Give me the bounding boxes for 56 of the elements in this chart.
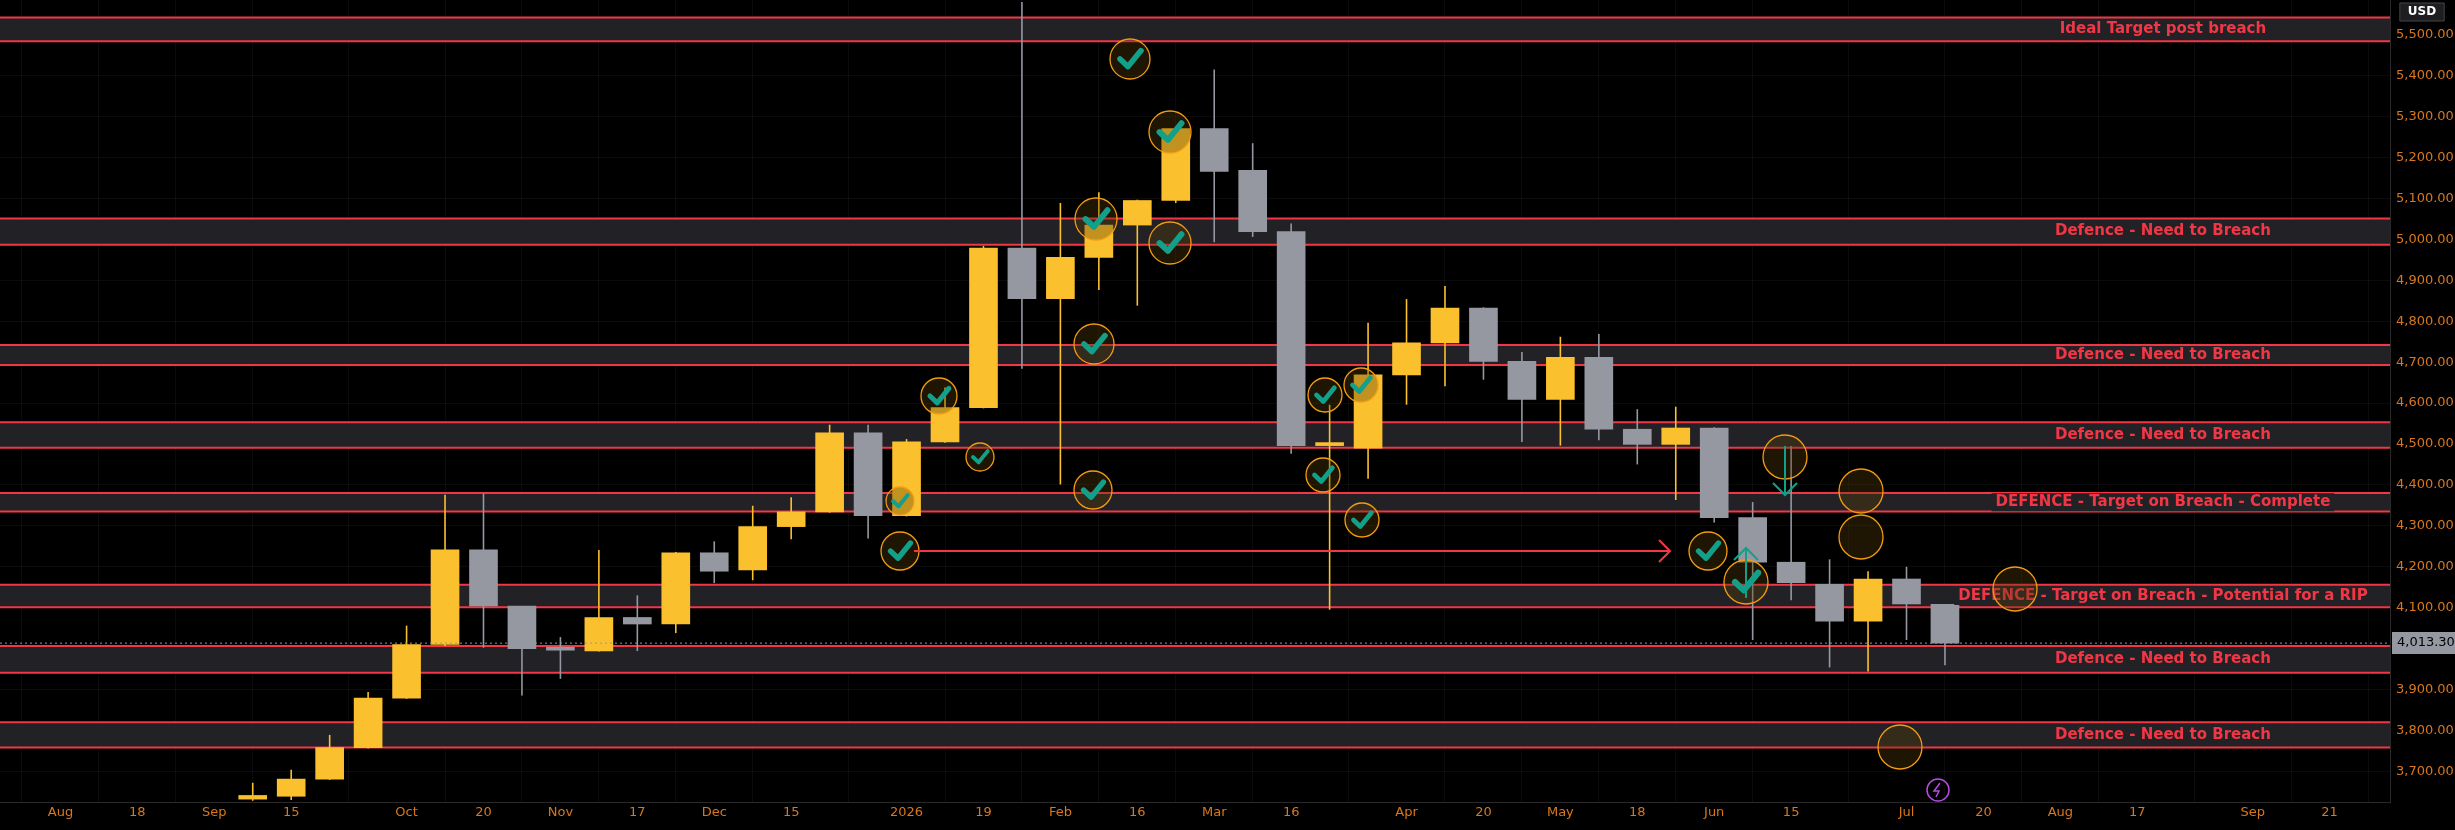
y-tick-label: 5,000.00 [2396, 230, 2454, 246]
x-tick-label: 20 [1475, 804, 1492, 820]
y-axis-title: USD [2407, 4, 2437, 19]
band-label: Ideal Target post breach [2059, 19, 2267, 38]
x-tick-label: Nov [547, 804, 574, 820]
x-tick-label: 15 [282, 804, 300, 820]
y-tick-label: 5,200.00 [2396, 148, 2454, 164]
x-tick-label: 20 [475, 804, 492, 820]
ref-line-label: 4,013.30 [2397, 634, 2455, 650]
x-tick-label: 16 [1282, 804, 1300, 820]
x-tick-label: Jun [1703, 804, 1725, 820]
band-label: Defence - Need to Breach [2054, 344, 2271, 363]
x-tick-label: Sep [2240, 804, 2265, 820]
y-tick-label: 4,300.00 [2396, 517, 2454, 533]
y-tick-label: 4,500.00 [2396, 435, 2454, 451]
band-label: Defence - Need to Breach [2054, 649, 2271, 668]
x-tick-label: 17 [629, 804, 646, 820]
y-tick-label: 3,700.00 [2396, 762, 2454, 778]
x-tick-label: Aug [47, 804, 74, 820]
y-tick-label: 4,700.00 [2396, 353, 2454, 369]
y-tick-label: 4,800.00 [2396, 312, 2454, 328]
y-tick-label: 3,800.00 [2396, 721, 2454, 737]
x-tick-label: 16 [1129, 804, 1146, 820]
x-tick-label: 19 [975, 804, 992, 820]
x-tick-label: Sep [202, 804, 227, 820]
band-label: DEFENCE - Target on Breach - Complete [1995, 492, 2331, 511]
x-tick-label: Jul [1897, 804, 1915, 820]
band-label: Defence - Need to Breach [2054, 424, 2271, 443]
x-tick-label: 21 [2321, 804, 2338, 820]
x-tick-label: 2026 [890, 804, 924, 820]
x-tick-label: Feb [1048, 804, 1072, 820]
y-tick-label: 5,300.00 [2396, 107, 2454, 123]
y-tick-label: 3,900.00 [2396, 680, 2454, 696]
x-tick-label: 18 [129, 804, 146, 820]
band-label: Defence - Need to Breach [2054, 724, 2271, 743]
y-tick-label: 4,900.00 [2396, 271, 2454, 287]
x-tick-label: 20 [1975, 804, 1992, 820]
x-tick-label: Aug [2047, 804, 2074, 820]
x-tick-label: 17 [2128, 804, 2146, 820]
x-tick-label: Mar [1201, 804, 1228, 820]
x-tick-label: Dec [701, 804, 727, 820]
x-tick-label: 18 [1629, 804, 1646, 820]
x-tick-label: 15 [782, 804, 800, 820]
y-tick-label: 5,100.00 [2396, 189, 2454, 205]
x-tick-label: 15 [1782, 804, 1800, 820]
candlestick [238, 781, 268, 802]
y-tick-label: 4,100.00 [2396, 599, 2454, 615]
y-tick-label: 5,400.00 [2396, 67, 2454, 83]
x-tick-label: Apr [1395, 804, 1419, 820]
y-tick-label: 5,500.00 [2396, 26, 2454, 42]
y-tick-label: 4,200.00 [2396, 558, 2454, 574]
x-tick-label: Oct [395, 804, 418, 820]
y-tick-label: 4,400.00 [2396, 476, 2454, 492]
band-label: Defence - Need to Breach [2054, 221, 2271, 240]
x-tick-label: May [1546, 804, 1575, 820]
y-tick-label: 4,600.00 [2396, 394, 2454, 410]
